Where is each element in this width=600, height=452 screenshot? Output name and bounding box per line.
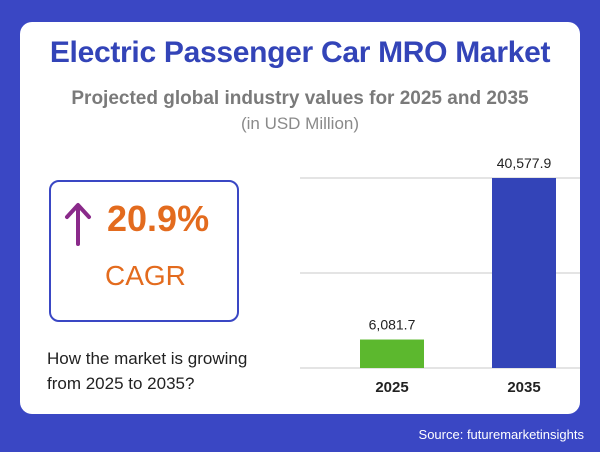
cagr-label: CAGR [105, 260, 186, 291]
unit-note: (in USD Million) [240, 114, 360, 133]
infographic-card: Electric Passenger Car MRO Market Projec… [20, 22, 580, 414]
x-tick-label-2035: 2035 [507, 379, 540, 396]
growth-question: How the market is growing from 2025 to 2… [47, 349, 248, 393]
page-title: Electric Passenger Car MRO Market [49, 36, 551, 69]
data-label-2025: 6,081.7 [369, 317, 416, 333]
cagr-box: 20.9% CAGR [49, 180, 239, 322]
source-note: Source: futuremarketinsights [418, 427, 584, 442]
page-subtitle: Projected global industry values for 202… [71, 88, 529, 109]
x-tick-label-2025: 2025 [375, 379, 408, 396]
bar-2025 [360, 339, 424, 368]
cagr-value: 20.9% [107, 198, 210, 239]
bar-2035 [492, 178, 556, 368]
data-label-2035: 40,577.9 [497, 155, 552, 171]
up-arrow-icon [63, 200, 93, 251]
bar-chart: 6,081.7 2025 40,577.9 2035 [300, 155, 580, 396]
